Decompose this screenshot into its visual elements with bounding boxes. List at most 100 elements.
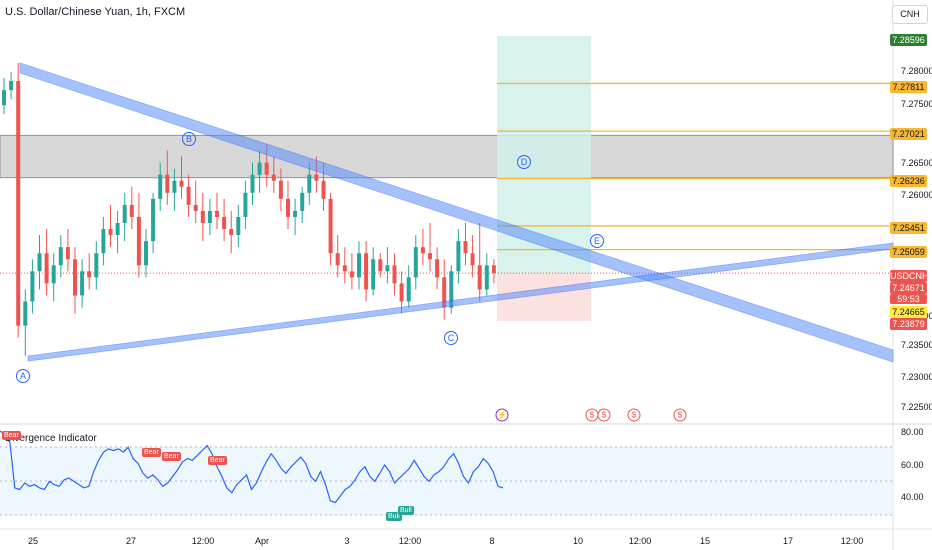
ascending-trendline [27, 242, 894, 362]
candle-body [335, 253, 340, 266]
candle-body [420, 247, 425, 254]
time-tick: 25 [27, 536, 39, 546]
candle-body [23, 301, 28, 326]
time-tick: 3 [344, 536, 350, 546]
currency-button[interactable]: CNH [892, 5, 928, 24]
candle-body [165, 174, 170, 193]
time-tick: 27 [125, 536, 137, 546]
candle-body [193, 204, 198, 211]
price-tick: 7.28000 [901, 66, 932, 76]
candle-body [286, 198, 290, 217]
price-label-fib: 7.26236 [890, 175, 927, 187]
candle-body [484, 265, 489, 290]
candle-body [151, 198, 156, 242]
candle-body [172, 180, 177, 193]
time-tick: 10 [572, 536, 584, 546]
wave-label-a[interactable]: A [16, 369, 30, 383]
candle-body [37, 253, 42, 272]
candle-body [385, 265, 390, 272]
price-label-tp: 7.28596 [890, 34, 927, 46]
candle-body [392, 265, 397, 284]
price-label-fib: 7.27021 [890, 128, 927, 140]
dividend-event-icon[interactable]: ⚡ [495, 408, 509, 422]
wave-label-e[interactable]: E [590, 234, 604, 248]
candle-body [51, 265, 56, 284]
descending-trendline [19, 62, 894, 363]
candle-body [236, 216, 241, 236]
candle-body [200, 210, 205, 223]
price-tick: 7.22500 [901, 402, 932, 412]
time-tick: Apr [254, 536, 270, 546]
candle-body [449, 271, 454, 308]
symbol-title[interactable]: U.S. Dollar/Chinese Yuan, 1h, FXCM [5, 6, 186, 18]
symbol-price-tag: USDCNH [890, 270, 929, 282]
candle-body [30, 271, 35, 302]
candle-body [73, 259, 77, 296]
price-label-fib: 7.27811 [890, 81, 927, 93]
time-tick: 8 [489, 536, 495, 546]
wave-label-b[interactable]: B [182, 132, 196, 146]
bear-badge: Bear [2, 431, 21, 440]
candle-body [257, 162, 262, 175]
candle-body [80, 271, 85, 296]
candle-body [250, 174, 255, 193]
candle-body [413, 247, 418, 278]
candle-body [435, 259, 440, 278]
candle-body [463, 241, 468, 254]
candle-body [115, 223, 120, 236]
candle-body [44, 253, 49, 284]
candle-body [207, 210, 212, 223]
countdown-label: 59:53 [890, 294, 927, 304]
time-tick: 15 [699, 536, 711, 546]
price-tick: 7.23500 [901, 340, 932, 350]
price-label-fib: 7.25451 [890, 222, 927, 234]
candle-body [129, 204, 134, 217]
candle-body [215, 210, 219, 217]
candle-body [264, 162, 269, 175]
bear-badge: Bear [162, 452, 181, 461]
indicator-title[interactable]: Divergence Indicator [5, 433, 97, 444]
candle-body [428, 253, 432, 260]
indicator-tick: 80.00 [901, 427, 924, 437]
candle-body [158, 174, 163, 199]
candle-body [122, 204, 127, 223]
indicator-tick: 40.00 [901, 492, 924, 502]
us-flag-event-icon[interactable]: $ [597, 408, 611, 422]
stop-loss-label: 7.23879 [890, 318, 927, 330]
price-tick: 7.23000 [901, 372, 932, 382]
candle-body [2, 90, 6, 106]
candle-body [477, 265, 482, 290]
candle-body [321, 180, 326, 199]
candle-body [470, 253, 475, 266]
wave-label-c[interactable]: C [444, 331, 458, 345]
time-tick: 17 [782, 536, 794, 546]
candle-body [293, 210, 298, 217]
price-tick: 7.26000 [901, 190, 932, 200]
candle-body [179, 180, 184, 187]
wave-label-d[interactable]: D [517, 155, 531, 169]
candle-body [144, 241, 148, 266]
candle-body [58, 247, 63, 266]
candle-body [399, 283, 404, 302]
resistance-zone [0, 134, 894, 179]
price-label-fib: 7.25059 [890, 246, 927, 258]
us-flag-event-icon[interactable]: $ [673, 408, 687, 422]
us-flag-event-icon[interactable]: $ [627, 408, 641, 422]
candle-body [314, 174, 319, 181]
time-tick: 12:00 [398, 536, 422, 546]
candle-body [491, 265, 496, 274]
candle-body [378, 259, 383, 272]
bull-badge: Bull [398, 506, 414, 515]
candle-body [442, 277, 447, 308]
candle-body [300, 192, 305, 211]
candle-body [406, 277, 411, 302]
candle-body [243, 192, 248, 217]
candle-body [342, 265, 347, 272]
candle-body [456, 241, 461, 272]
entry-price-label: 7.24665 [890, 306, 927, 318]
candle-body [357, 253, 361, 278]
price-tick: 7.26500 [901, 158, 932, 168]
candle-body [271, 174, 276, 181]
candle-body [94, 253, 99, 278]
